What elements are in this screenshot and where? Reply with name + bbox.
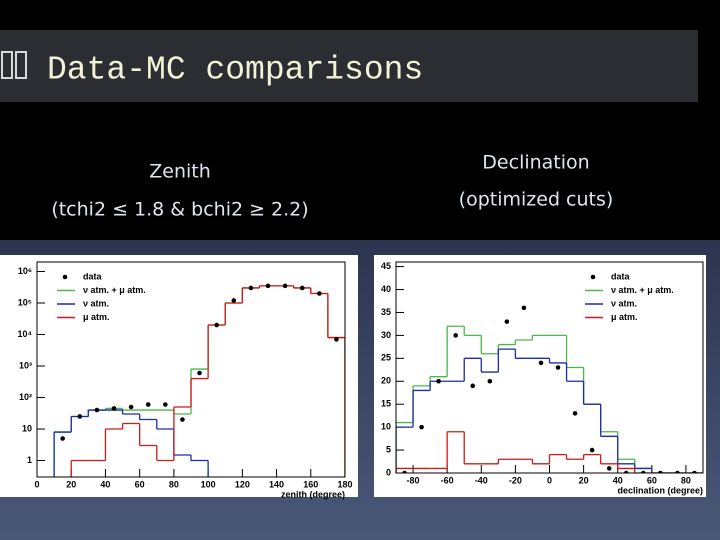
title-bar (0, 30, 698, 102)
data-point (572, 411, 578, 416)
legend-symbol (590, 274, 596, 280)
y-tick-label: 35 (381, 307, 391, 317)
x-tick-label: 120 (235, 479, 250, 489)
panel-subheading: (tchi2 ≤ 1.8 & bchi2 ≥ 2.2) (51, 199, 308, 221)
data-point (231, 298, 237, 303)
y-tick-label: 10² (19, 392, 32, 402)
x-tick-label: 100 (201, 479, 216, 489)
x-tick-label: -20 (509, 475, 522, 485)
x-tick-label: 60 (647, 475, 657, 485)
title-icon (15, 51, 27, 79)
y-tick-label: 10⁴ (18, 329, 32, 339)
x-tick-label: 80 (169, 479, 179, 489)
data-point (282, 283, 288, 289)
x-tick-label: 180 (337, 479, 352, 489)
data-point (538, 360, 544, 366)
data-point (334, 337, 339, 342)
data-point (94, 407, 100, 413)
data-point (692, 470, 697, 473)
plot-frame (395, 261, 704, 474)
data-point (453, 333, 458, 338)
data-point (299, 285, 305, 291)
y-tick-label: 25 (381, 353, 391, 363)
chart-background (374, 255, 706, 497)
data-point (265, 283, 271, 289)
x-tick-label: 40 (613, 475, 623, 485)
chart-background (0, 255, 358, 497)
panel-heading: Zenith (149, 161, 211, 183)
data-point (77, 414, 83, 419)
data-point (470, 383, 476, 389)
y-tick-label: 30 (381, 330, 391, 340)
legend-label: ν atm. (611, 298, 637, 308)
y-tick-label: 40 (381, 284, 391, 294)
x-tick-label: -80 (407, 475, 420, 485)
y-tick-label: 10⁵ (18, 297, 32, 307)
plot-frame (36, 261, 346, 478)
x-tick-label: -60 (441, 475, 454, 485)
legend-label: ν atm. (83, 298, 109, 308)
data-point (658, 470, 663, 473)
data-point (675, 470, 680, 473)
legend-label: data (83, 271, 103, 281)
data-point (623, 470, 629, 473)
data-point (60, 436, 65, 441)
data-point (606, 466, 612, 471)
y-tick-label: 15 (381, 399, 391, 409)
x-tick-label: 140 (269, 479, 284, 489)
legend-label: ν atm. + μ atm. (611, 285, 674, 295)
data-point (197, 370, 202, 376)
y-tick-label: 45 (381, 261, 391, 271)
data-point (504, 319, 510, 324)
data-point (402, 470, 407, 473)
data-point (641, 470, 646, 473)
data-point (180, 417, 185, 422)
data-point (145, 402, 151, 407)
x-tick-label: -40 (475, 475, 488, 485)
slide-title: Data-MC comparisons (47, 52, 423, 89)
data-point (521, 305, 527, 311)
data-point (436, 378, 441, 384)
legend-symbol (62, 274, 68, 280)
y-tick-label: 20 (381, 376, 391, 386)
legend-label: data (611, 271, 631, 281)
panel-heading: Declination (482, 152, 589, 174)
x-tick-label: 40 (100, 479, 110, 489)
data-point (555, 365, 561, 370)
y-tick-label: 10³ (19, 360, 32, 370)
x-tick-label: 0 (34, 479, 39, 489)
legend-label: μ atm. (83, 312, 110, 322)
plot-area (396, 305, 703, 473)
legend-label: ν atm. + μ atm. (83, 285, 146, 295)
x-tick-label: 60 (135, 479, 145, 489)
data-point (128, 404, 134, 410)
x-tick-label: 80 (681, 475, 691, 485)
y-tick-label: 10 (381, 422, 391, 432)
data-point (589, 447, 595, 453)
title-icon (1, 51, 13, 79)
data-point (487, 378, 493, 384)
panel-subheading: (optimized cuts) (459, 189, 614, 211)
data-point (214, 322, 219, 328)
x-tick-label: 0 (547, 475, 552, 485)
data-point (317, 291, 322, 296)
y-tick-label: 10⁶ (18, 266, 32, 276)
data-point (248, 285, 254, 291)
y-tick-label: 10 (22, 423, 32, 433)
data-point (163, 402, 168, 407)
y-tick-label: 0 (386, 467, 391, 477)
x-axis-label: zenith (degree) (281, 489, 345, 499)
x-axis-label: declination (degree) (617, 485, 703, 495)
plot-area (53, 283, 345, 477)
data-point (419, 424, 424, 430)
x-tick-label: 160 (303, 479, 318, 489)
x-tick-label: 20 (66, 479, 76, 489)
y-tick-label: 1 (27, 455, 32, 465)
y-tick-label: 5 (386, 444, 391, 454)
x-tick-label: 20 (579, 475, 589, 485)
data-point (111, 406, 117, 411)
legend-label: μ atm. (611, 312, 638, 322)
